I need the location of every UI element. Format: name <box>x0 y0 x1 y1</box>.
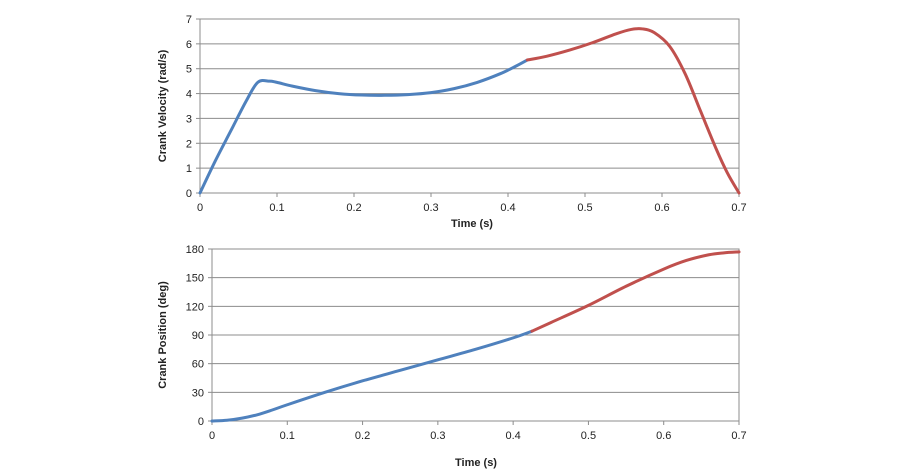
position-x-tick-label: 0.3 <box>430 430 445 442</box>
position-x-tick-label: 0 <box>209 430 215 442</box>
velocity-x-tick-label: 0.5 <box>577 202 592 214</box>
position-series-line-1 <box>210 329 534 423</box>
position-x-tick-label: 0.1 <box>280 430 295 442</box>
position-series-line-2 <box>530 250 741 333</box>
position-x-tick-label: 0.6 <box>656 430 671 442</box>
velocity-x-tick-label: 0.1 <box>269 202 284 214</box>
velocity-x-tick-label: 0.6 <box>654 202 669 214</box>
position-y-ticks: 0 30 60 90 120 150 180 <box>186 244 212 428</box>
velocity-plot-area <box>199 18 740 194</box>
position-y-tick-label: 150 <box>186 273 204 285</box>
velocity-y-axis-title: Crank Velocity (rad/s) <box>157 49 169 162</box>
position-x-tick-label: 0.7 <box>731 430 746 442</box>
position-y-tick-label: 30 <box>192 387 204 399</box>
position-y-tick-label: 0 <box>198 416 204 428</box>
position-y-tick-label: 120 <box>186 301 204 313</box>
position-y-tick-label: 60 <box>192 359 204 371</box>
velocity-y-tick-label: 2 <box>186 138 192 150</box>
position-x-tick-label: 0.4 <box>505 430 520 442</box>
position-x-axis-title: Time (s) <box>455 457 497 469</box>
velocity-y-tick-label: 6 <box>186 39 192 51</box>
position-y-tick-label: 180 <box>186 244 204 256</box>
velocity-y-tick-label: 7 <box>186 14 192 26</box>
position-y-axis-title: Crank Position (deg) <box>157 281 169 389</box>
position-x-tick-label: 0.2 <box>355 430 370 442</box>
velocity-x-tick-label: 0.4 <box>500 202 515 214</box>
velocity-x-axis-title: Time (s) <box>451 218 493 230</box>
position-series-group <box>210 250 741 423</box>
velocity-y-tick-label: 5 <box>186 64 192 76</box>
velocity-x-tick-label: 0.2 <box>346 202 361 214</box>
velocity-y-tick-label: 1 <box>186 163 192 175</box>
position-x-ticks: 0 0.1 0.2 0.3 0.4 0.5 0.6 0.7 <box>209 421 747 442</box>
velocity-x-tick-label: 0 <box>197 202 203 214</box>
velocity-y-ticks: 0 1 2 3 4 5 6 7 <box>186 14 200 200</box>
velocity-x-tick-label: 0.3 <box>423 202 438 214</box>
velocity-series-group <box>198 27 741 195</box>
position-grid <box>212 277 739 393</box>
velocity-y-tick-label: 0 <box>186 188 192 200</box>
crank-velocity-chart: 0 0.1 0.2 0.3 0.4 0.5 0.6 0.7 0 1 2 3 4 5 6 7 Time (s)… <box>157 14 747 230</box>
velocity-x-ticks: 0 0.1 0.2 0.3 0.4 0.5 0.6 0.7 <box>197 193 747 214</box>
velocity-series-line-1 <box>198 58 529 195</box>
velocity-y-tick-label: 4 <box>186 89 192 101</box>
velocity-grid <box>200 43 739 169</box>
position-x-tick-label: 0.5 <box>581 430 596 442</box>
position-y-tick-label: 90 <box>192 330 204 342</box>
crank-position-chart: 0 0.1 0.2 0.3 0.4 0.5 0.6 0.7 0306090120150180 … <box>157 244 747 469</box>
velocity-x-tick-label: 0.7 <box>731 202 746 214</box>
velocity-y-tick-label: 3 <box>186 113 192 125</box>
velocity-series-line-2 <box>525 27 741 195</box>
